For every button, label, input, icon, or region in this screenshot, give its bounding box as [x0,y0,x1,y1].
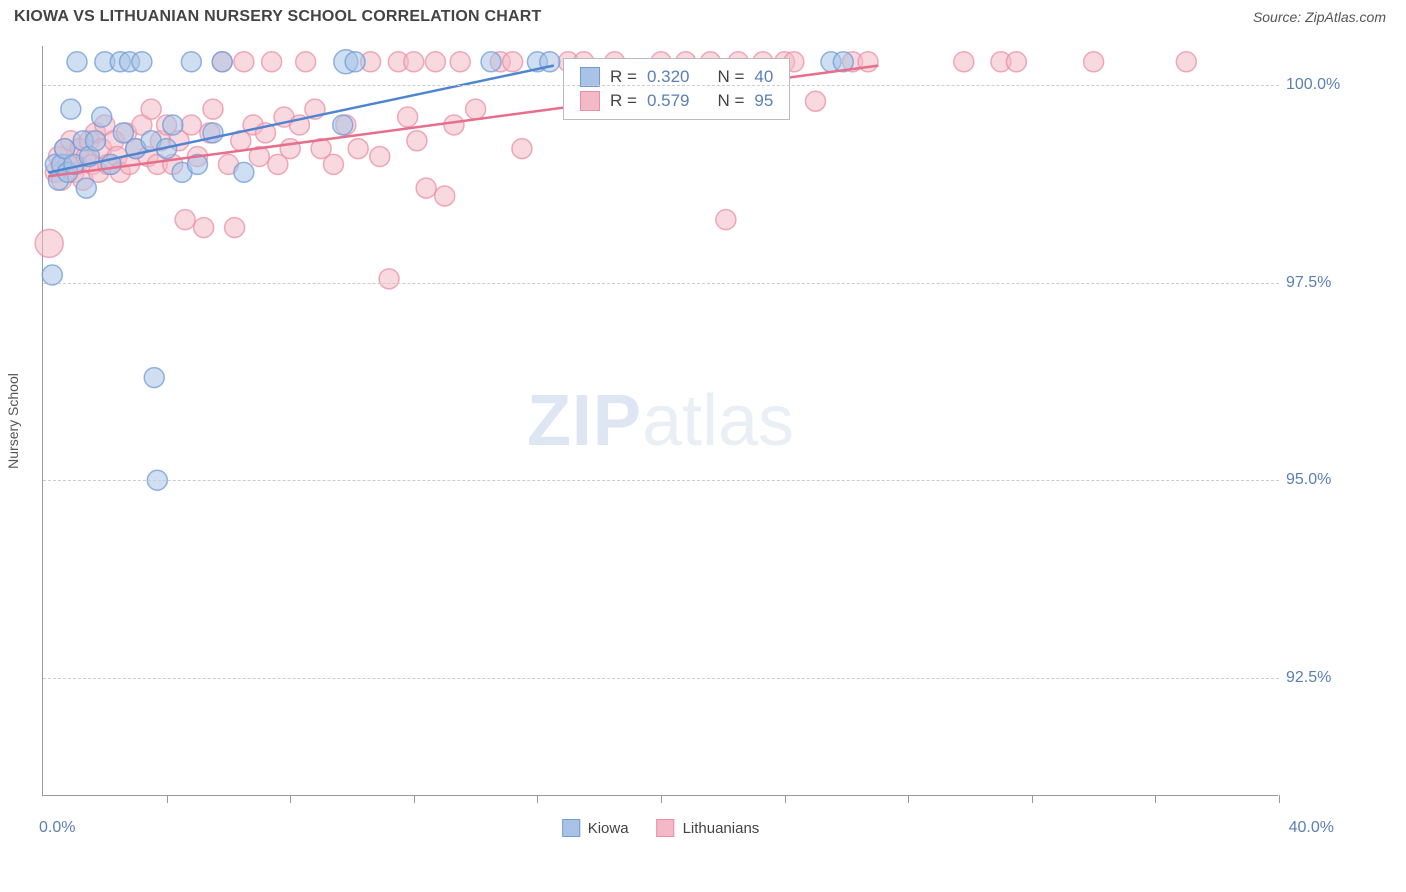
y-tick-label: 97.5% [1286,274,1374,292]
x-tick [785,795,786,803]
stats-box: R = 0.320 N = 40 R = 0.579 N = 95 [563,58,790,120]
stats-swatch-lithuanians [580,91,600,111]
stats-n-lithuanians: 95 [754,91,773,111]
x-max-label: 40.0% [1289,819,1334,837]
gridline-y [43,85,1279,86]
legend-label-lithuanians: Lithuanians [683,820,760,837]
x-tick [414,795,415,803]
legend-swatch-lithuanians [657,819,675,837]
gridline-y [43,480,1279,481]
y-tick-label: 95.0% [1286,471,1374,489]
x-tick [167,795,168,803]
plot-svg [43,46,1279,796]
x-tick [661,795,662,803]
x-min-label: 0.0% [39,819,75,837]
stats-r-lithuanians: 0.579 [647,91,690,111]
source-label: Source: ZipAtlas.com [1253,9,1386,25]
stats-n-kiowa: 40 [754,67,773,87]
legend-item-kiowa: Kiowa [562,819,629,837]
legend-swatch-kiowa [562,819,580,837]
legend-label-kiowa: Kiowa [588,820,629,837]
stats-r-label-2: R = [610,91,637,111]
x-tick [290,795,291,803]
chart-title: KIOWA VS LITHUANIAN NURSERY SCHOOL CORRE… [14,8,541,26]
chart-container: Nursery School ZIPatlas 0.0% 40.0% Kiowa… [42,46,1378,816]
stats-r-label: R = [610,67,637,87]
x-tick [1155,795,1156,803]
y-tick-label: 92.5% [1286,669,1374,687]
legend: Kiowa Lithuanians [562,819,760,837]
stats-n-label: N = [717,67,744,87]
y-tick-label: 100.0% [1286,76,1374,94]
y-axis-label: Nursery School [5,373,21,469]
stats-swatch-kiowa [580,67,600,87]
gridline-y [43,283,1279,284]
stats-row-lithuanians: R = 0.579 N = 95 [580,89,773,113]
stats-n-label-2: N = [717,91,744,111]
legend-item-lithuanians: Lithuanians [657,819,760,837]
x-tick [908,795,909,803]
x-tick [537,795,538,803]
x-tick [1279,795,1280,803]
x-tick [1032,795,1033,803]
plot-area: Nursery School ZIPatlas 0.0% 40.0% Kiowa… [42,46,1278,796]
stats-r-kiowa: 0.320 [647,67,690,87]
gridline-y [43,678,1279,679]
